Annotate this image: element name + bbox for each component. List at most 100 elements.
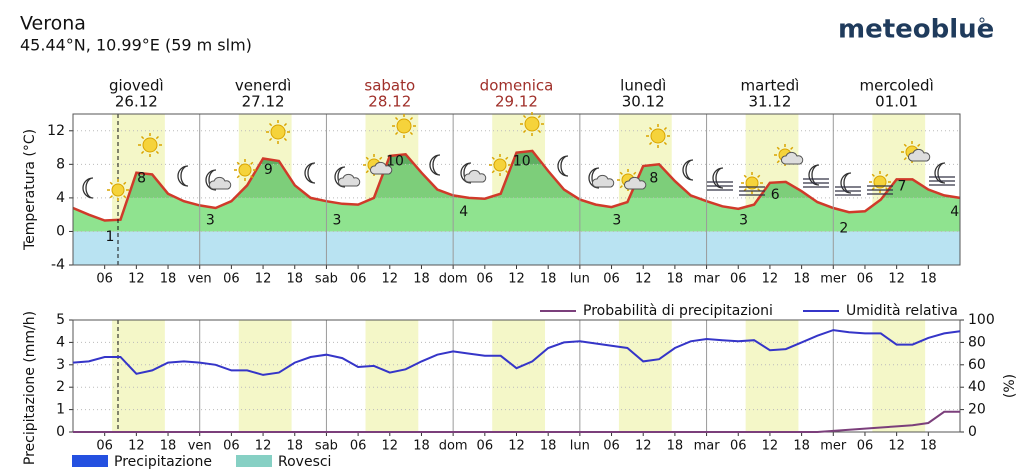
moon-icon (334, 166, 346, 188)
y2-tick-label: 20 (968, 402, 986, 418)
y2-tick-label: 80 (968, 334, 986, 350)
x-tick-label: 06 (96, 439, 113, 454)
ray (885, 173, 889, 177)
plot-frame (72, 113, 961, 266)
x-tick-label: 12 (382, 272, 399, 287)
x-tick-label: lun (570, 439, 590, 454)
cloud-icon (624, 176, 647, 190)
sun-icon (869, 171, 891, 193)
sun-disc (745, 176, 759, 190)
day-date: 31.12 (748, 93, 791, 111)
logo: meteoblue (838, 15, 994, 45)
ray (648, 126, 653, 131)
ray (268, 122, 273, 127)
legend-label: Probabilità di precipitazioni (583, 303, 773, 319)
x-tick-label: 06 (857, 272, 874, 287)
ray (365, 156, 369, 160)
sun-disc (142, 137, 158, 153)
y-tick-label: 12 (47, 123, 65, 139)
x-tick-label: mer (820, 272, 847, 287)
ray (409, 131, 414, 136)
y2-tick-label: 60 (968, 357, 986, 373)
ray (409, 116, 414, 121)
ray (663, 126, 668, 131)
ray (522, 114, 527, 119)
moon-icon (82, 177, 94, 199)
x-tick-label: 06 (350, 272, 367, 287)
ray (871, 173, 875, 177)
cloud-icon (464, 169, 487, 183)
x-tick-label: 18 (667, 272, 684, 287)
day-date: 29.12 (495, 93, 538, 111)
x-tick-label: 18 (413, 439, 430, 454)
ray (394, 116, 399, 121)
sun-disc (270, 124, 286, 140)
sun-disc (873, 175, 887, 189)
x-tick-label: 06 (223, 272, 240, 287)
day-name: mercoledì (860, 77, 934, 95)
day-date: 27.12 (242, 93, 285, 111)
day-name: domenica (480, 77, 554, 95)
day-date: 28.12 (368, 93, 411, 111)
ray (505, 170, 509, 174)
series-line (73, 410, 960, 433)
ray (619, 171, 623, 175)
y-tick-label: 4 (56, 334, 65, 350)
y2-tick-label: 100 (968, 312, 995, 328)
daylight (112, 320, 165, 432)
temperature-label: 7 (897, 179, 906, 195)
temperature-label: 4 (459, 204, 468, 220)
temperature-label: 8 (137, 170, 146, 186)
ray (394, 131, 399, 136)
ray (491, 156, 495, 160)
sun-disc (111, 183, 125, 197)
ray (283, 137, 288, 142)
ray (268, 137, 273, 142)
logo-mark (979, 17, 985, 23)
daylight (365, 320, 419, 432)
y2-tick-label: 40 (968, 379, 986, 395)
sun-disc (650, 128, 666, 144)
ray (743, 174, 747, 178)
x-tick-label: 12 (762, 439, 779, 454)
moon-icon (205, 169, 217, 191)
moon-icon (429, 154, 441, 176)
ray (776, 146, 780, 150)
coordinates: 45.44°N, 10.99°E (59 m slm) (20, 36, 252, 55)
ray (537, 114, 542, 119)
sun-disc (396, 118, 412, 134)
x-tick-label: mar (694, 272, 721, 287)
ray (236, 175, 240, 179)
y-tick-label: 3 (56, 357, 65, 373)
moon-icon (304, 162, 316, 184)
ray (379, 156, 383, 160)
x-tick-label: 06 (730, 272, 747, 287)
ray (250, 161, 254, 165)
x-tick-label: 12 (762, 272, 779, 287)
x-tick-label: 12 (888, 439, 905, 454)
cloud-icon (592, 174, 615, 188)
ray (505, 156, 509, 160)
ray (757, 174, 761, 178)
ray (903, 157, 907, 161)
x-tick-label: dom (439, 272, 468, 287)
sun-icon (392, 114, 416, 138)
moon-icon (840, 172, 852, 194)
x-tick-label: mer (820, 439, 847, 454)
x-tick-label: sab (315, 439, 338, 454)
ray (365, 170, 369, 174)
sun-icon (107, 179, 129, 201)
temperature-label: 1 (105, 229, 114, 245)
x-tick-label: 06 (350, 439, 367, 454)
ray (155, 150, 160, 155)
x-tick-label: dom (439, 439, 468, 454)
sun-icon (741, 172, 763, 194)
temperature-label: 2 (839, 221, 848, 237)
ray (537, 129, 542, 134)
y-tick-label: 0 (56, 424, 65, 440)
moon-icon (712, 167, 724, 189)
x-tick-label: 12 (128, 272, 145, 287)
ray (140, 135, 145, 140)
moon-icon (177, 165, 189, 187)
